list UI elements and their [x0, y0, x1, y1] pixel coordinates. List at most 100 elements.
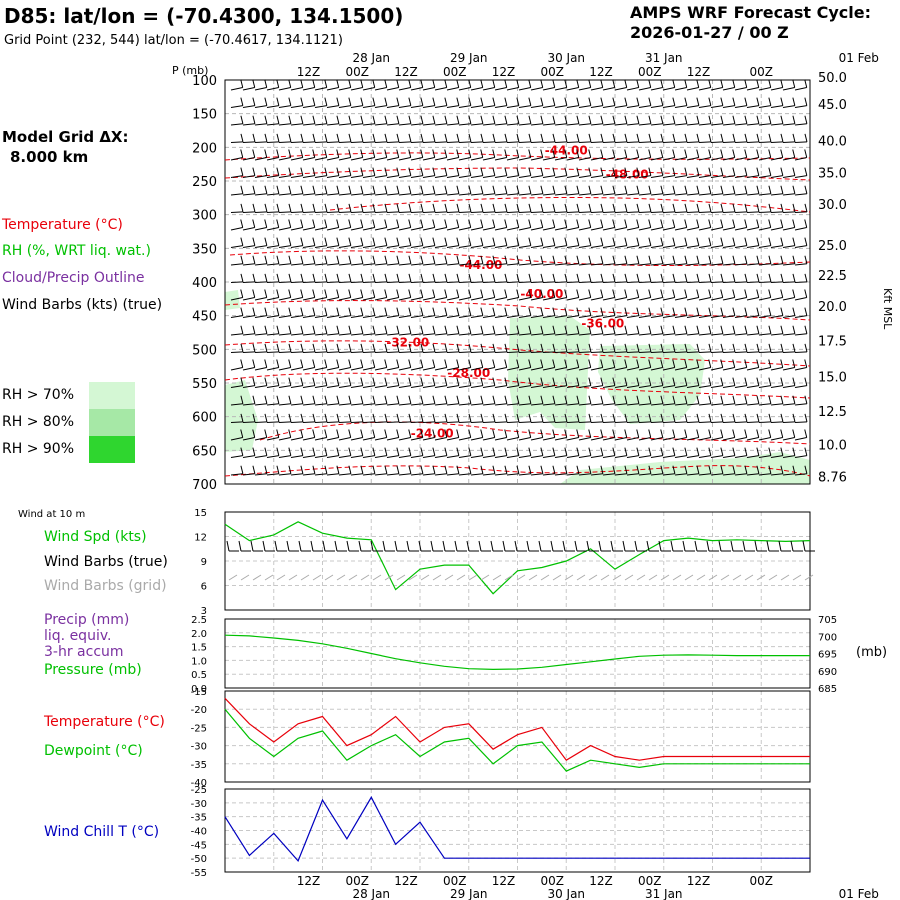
wind-barb-flag	[384, 343, 388, 352]
wind-barb-flag	[456, 465, 460, 474]
wind-barb-staff	[614, 403, 627, 406]
wind-barb-flag	[624, 167, 628, 176]
wind-barb-flag	[468, 377, 472, 386]
pressure-tick-label: 550	[192, 377, 217, 392]
wind-barb-staff	[590, 105, 603, 108]
wind10-barb-true-flag	[634, 540, 638, 552]
pressure-tick-label: 400	[192, 276, 217, 291]
wind-barb-flag	[708, 359, 712, 368]
wind-barb-staff	[698, 87, 711, 91]
wind-barb-flag	[672, 325, 676, 334]
wind-barb-flag	[516, 343, 520, 352]
wind-barb-flag	[540, 465, 544, 474]
wind-barb-staff	[674, 367, 687, 371]
precip-panel-tick-label: 2.0	[191, 629, 207, 640]
wind-barb-flag	[348, 325, 352, 334]
wind-barb-staff	[314, 455, 327, 458]
wind-barb-staff	[734, 211, 748, 213]
wind-barb-flag	[600, 167, 604, 176]
wind-barb-flag	[768, 325, 772, 334]
wind-barb-flag	[240, 359, 244, 368]
wind-barb-flag	[552, 395, 556, 404]
wind-barb-flag	[780, 167, 784, 176]
wind-barb-staff	[506, 351, 520, 353]
wind-barb-staff	[386, 333, 399, 336]
wind-barb-staff	[494, 245, 507, 248]
wind-barb-flag	[372, 413, 376, 422]
wind-barb-staff	[422, 333, 435, 336]
wind-barb-flag	[780, 273, 784, 282]
wind-barb-staff	[242, 87, 255, 91]
wind-barb-staff	[530, 123, 543, 126]
wind-barb-flag	[552, 97, 556, 106]
wind-barb-flag	[420, 203, 424, 212]
wind-barb-flag	[624, 185, 628, 194]
wind-barb-flag	[804, 237, 808, 246]
wind-barb-staff	[494, 455, 507, 458]
wind-barb-staff	[326, 211, 340, 213]
wind-barb-flag	[648, 133, 652, 142]
wind-barb-staff	[350, 281, 364, 283]
wind-barb-staff	[674, 263, 687, 266]
wind-barb-flag	[372, 237, 376, 246]
wind-barb-staff	[470, 193, 483, 196]
wind-barb-staff	[566, 141, 580, 143]
wind-barb-staff	[470, 227, 483, 231]
wind-barb-flag	[360, 79, 364, 88]
wind-barb-staff	[698, 245, 711, 248]
wind-barb-staff	[782, 105, 795, 108]
wind-barb-staff	[662, 157, 675, 161]
height-tick-label: 22.5	[818, 269, 847, 284]
wind-barb-flag	[492, 115, 496, 124]
wind-barb-staff	[302, 437, 315, 441]
wind-barb-staff	[506, 105, 519, 108]
wind-barb-flag	[516, 289, 520, 298]
wind-barb-staff	[746, 297, 759, 301]
wind-barb-staff	[758, 157, 771, 161]
wind-barb-flag	[528, 343, 532, 352]
windchill-panel-tick-label: -55	[191, 868, 207, 879]
wind-barb-flag	[636, 325, 640, 334]
windchill-line	[224, 796, 810, 863]
wind-barb-flag	[720, 219, 724, 228]
wind-barb-staff	[338, 157, 351, 161]
wind-barb-staff	[302, 297, 315, 301]
wind-barb-flag	[456, 219, 460, 228]
wind-barb-flag	[288, 133, 292, 142]
wind-barb-staff	[530, 315, 543, 318]
wind-barb-staff	[374, 175, 387, 178]
wind-barb-staff	[710, 263, 723, 266]
wind-barb-flag	[384, 289, 388, 298]
wind10-barb-true-flag	[730, 540, 734, 552]
wind-barb-flag	[708, 289, 712, 298]
wind-barb-staff	[722, 157, 735, 161]
wind-barb-staff	[386, 141, 400, 143]
wind-barb-flag	[396, 377, 400, 386]
wind-barb-staff	[398, 87, 411, 91]
wind10-barb-grid	[528, 574, 538, 581]
wind-barb-staff	[770, 333, 783, 336]
wind-barb-flag	[348, 167, 352, 176]
wind-barb-flag	[468, 255, 472, 264]
wind-barb-flag	[552, 447, 556, 456]
wind-barb-staff	[278, 455, 291, 458]
wind-barb-flag	[768, 219, 772, 228]
wind-barb-staff	[566, 105, 579, 108]
wind-barb-staff	[446, 175, 459, 178]
wind-barb-flag	[312, 185, 316, 194]
wind-barb-staff	[602, 437, 615, 441]
wind-barb-staff	[782, 437, 795, 441]
wind-barb-staff	[278, 421, 292, 423]
wind-barb-flag	[624, 343, 628, 352]
wind-barb-staff	[290, 385, 303, 388]
wind-barb-staff	[230, 175, 243, 178]
wind-barb-staff	[602, 175, 615, 178]
wind-barb-flag	[576, 395, 580, 404]
wind-barb-staff	[626, 297, 639, 301]
wind-barb-staff	[470, 421, 484, 423]
wind-barb-flag	[804, 203, 808, 212]
wind-barb-staff	[746, 351, 760, 353]
wind-barb-flag	[408, 133, 412, 142]
wind-barb-staff	[338, 245, 351, 248]
wind-barb-staff	[422, 437, 435, 441]
